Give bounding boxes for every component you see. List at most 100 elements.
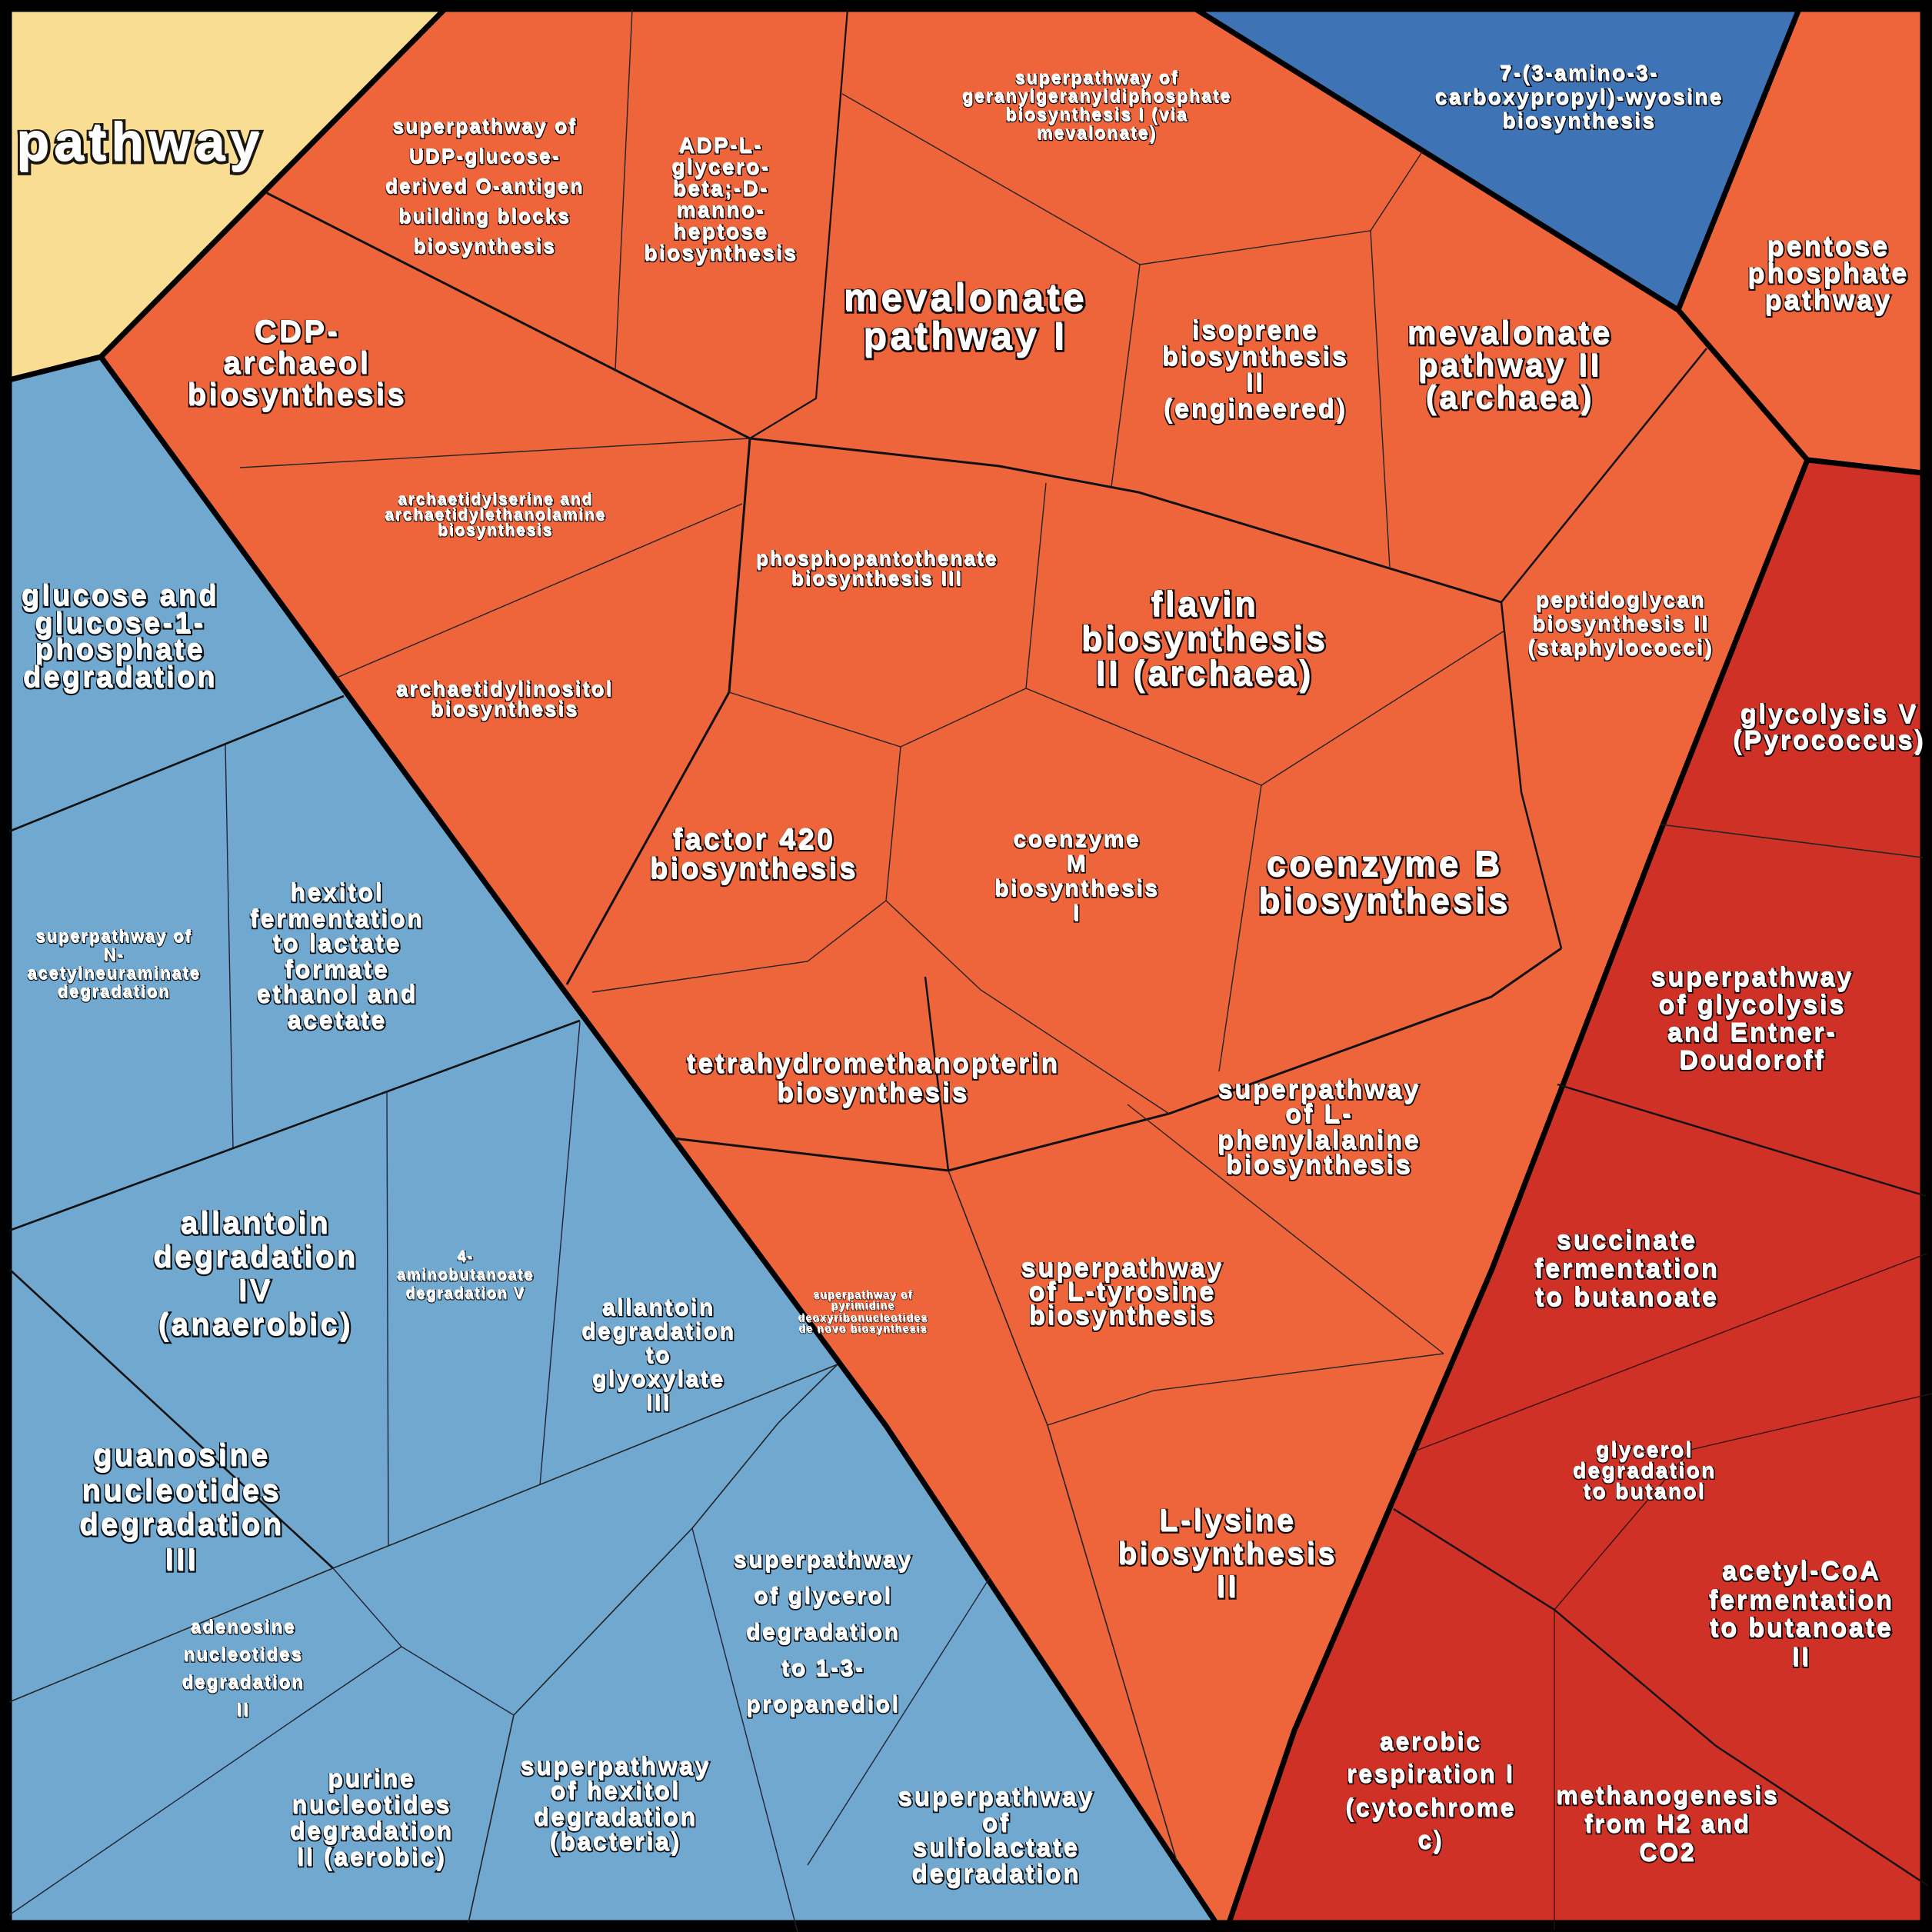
svg-text:degradation: degradation xyxy=(290,1816,454,1844)
svg-text:biosynthesis I (via: biosynthesis I (via xyxy=(1005,104,1188,124)
svg-text:IV: IV xyxy=(238,1274,273,1307)
svg-text:L-lysine: L-lysine xyxy=(1159,1504,1296,1537)
svg-text:biosynthesis: biosynthesis xyxy=(1030,1302,1217,1331)
svg-text:biosynthesis: biosynthesis xyxy=(438,523,554,541)
svg-text:(archaea): (archaea) xyxy=(1425,378,1594,415)
svg-text:degradation: degradation xyxy=(747,1621,901,1646)
svg-text:degradation: degradation xyxy=(58,981,171,1001)
svg-text:7-(3-amino-3-: 7-(3-amino-3- xyxy=(1500,60,1659,84)
svg-text:(bacteria): (bacteria) xyxy=(550,1828,681,1856)
svg-text:purine: purine xyxy=(328,1765,416,1793)
svg-text:coenzyme B: coenzyme B xyxy=(1266,843,1502,883)
svg-text:sulfolactate: sulfolactate xyxy=(913,1833,1080,1861)
svg-text:guanosine: guanosine xyxy=(94,1440,271,1474)
svg-text:I: I xyxy=(1073,900,1081,925)
svg-text:to butanoate: to butanoate xyxy=(1710,1614,1894,1644)
svg-text:nucleotides: nucleotides xyxy=(183,1644,302,1664)
svg-text:II: II xyxy=(1793,1644,1812,1673)
svg-text:biosynthesis: biosynthesis xyxy=(1226,1150,1413,1179)
svg-text:pathway: pathway xyxy=(17,112,265,172)
svg-text:nucleotides: nucleotides xyxy=(82,1475,282,1509)
svg-text:7-(3-amino-3-: 7-(3-amino-3- xyxy=(1501,62,1660,85)
svg-text:fermentation: fermentation xyxy=(250,904,424,931)
svg-text:aerobic: aerobic xyxy=(1381,1728,1483,1756)
svg-text:biosynthesis III: biosynthesis III xyxy=(791,568,963,591)
svg-text:degradation: degradation xyxy=(154,1241,358,1275)
svg-text:phosphate: phosphate xyxy=(1748,258,1910,290)
svg-text:biosynthesis: biosynthesis xyxy=(1029,1301,1216,1330)
svg-text:4-: 4- xyxy=(458,1249,474,1266)
svg-text:methanogenesis: methanogenesis xyxy=(1556,1780,1779,1808)
svg-text:allantoin: allantoin xyxy=(181,1208,331,1241)
svg-text:CO2: CO2 xyxy=(1640,1839,1697,1867)
svg-text:phenylalanine: phenylalanine xyxy=(1218,1127,1421,1156)
svg-text:from H2 and: from H2 and xyxy=(1584,1809,1750,1837)
svg-text:degradation: degradation xyxy=(58,983,172,1002)
svg-text:glucose and: glucose and xyxy=(22,579,219,611)
svg-text:(anaerobic): (anaerobic) xyxy=(158,1307,352,1341)
svg-text:superpathway: superpathway xyxy=(1021,1253,1223,1282)
svg-text:beta;-D-: beta;-D- xyxy=(674,177,770,201)
svg-text:superpathway: superpathway xyxy=(734,1547,913,1572)
svg-text:phosphopantothenate: phosphopantothenate xyxy=(757,548,999,571)
svg-text:archaeol: archaeol xyxy=(223,346,371,380)
svg-text:to butanoate: to butanoate xyxy=(1536,1284,1720,1313)
svg-text:II (aerobic): II (aerobic) xyxy=(297,1842,446,1870)
svg-text:pyrimidine: pyrimidine xyxy=(831,1299,895,1311)
svg-text:glycolysis V: glycolysis V xyxy=(1740,699,1917,728)
svg-text:biosynthesis: biosynthesis xyxy=(778,1078,970,1108)
svg-text:biosynthesis I (via: biosynthesis I (via xyxy=(1006,105,1188,125)
svg-text:biosynthesis III: biosynthesis III xyxy=(791,566,962,589)
svg-text:acetyl-CoA: acetyl-CoA xyxy=(1722,1556,1881,1585)
svg-text:coenzyme: coenzyme xyxy=(1013,826,1141,851)
svg-text:aminobutanoate: aminobutanoate xyxy=(397,1266,534,1283)
svg-text:superpathway of: superpathway of xyxy=(36,928,192,947)
svg-text:pathway: pathway xyxy=(1765,285,1893,317)
svg-text:heptose: heptose xyxy=(674,220,769,244)
svg-text:biosynthesis: biosynthesis xyxy=(994,875,1160,901)
svg-text:biosynthesis: biosynthesis xyxy=(1082,620,1329,659)
svg-text:propanediol: propanediol xyxy=(746,1691,900,1717)
svg-text:biosynthesis: biosynthesis xyxy=(1258,880,1511,920)
svg-text:degradation: degradation xyxy=(1574,1459,1717,1483)
svg-text:de novo biosynthesis: de novo biosynthesis xyxy=(798,1322,927,1334)
svg-text:pathway I: pathway I xyxy=(864,315,1068,358)
svg-text:allantoin: allantoin xyxy=(602,1294,715,1320)
svg-text:archaetidylethanolamine: archaetidylethanolamine xyxy=(385,506,606,524)
svg-text:degradation: degradation xyxy=(581,1318,735,1344)
svg-text:coenzyme B: coenzyme B xyxy=(1267,844,1503,884)
svg-text:flavin: flavin xyxy=(1151,585,1259,625)
svg-text:manno-: manno- xyxy=(676,197,765,221)
svg-text:degradation: degradation xyxy=(182,1673,305,1694)
svg-text:Doudoroff: Doudoroff xyxy=(1680,1047,1826,1076)
svg-text:degradation: degradation xyxy=(912,1860,1081,1889)
svg-text:pathway II: pathway II xyxy=(1418,348,1602,384)
svg-text:degradation V: degradation V xyxy=(406,1286,525,1303)
svg-text:degradation: degradation xyxy=(1573,1457,1717,1481)
svg-text:phenylalanine: phenylalanine xyxy=(1217,1125,1421,1154)
svg-text:to butanol: to butanol xyxy=(1583,1478,1705,1502)
svg-text:glucose-1-: glucose-1- xyxy=(35,608,206,641)
svg-text:(cytochrome: (cytochrome xyxy=(1346,1794,1517,1822)
svg-text:geranylgeranyldiphosphate: geranylgeranyldiphosphate xyxy=(962,85,1231,105)
svg-text:II: II xyxy=(1217,1571,1239,1605)
svg-text:biosynthesis: biosynthesis xyxy=(650,852,858,884)
svg-text:derived O-antigen: derived O-antigen xyxy=(386,175,585,198)
svg-text:pyrimidine: pyrimidine xyxy=(832,1301,896,1313)
svg-text:superpathway: superpathway xyxy=(898,1782,1094,1810)
svg-text:fermentation: fermentation xyxy=(1709,1585,1894,1614)
svg-text:aminobutanoate: aminobutanoate xyxy=(398,1267,535,1284)
svg-text:peptidoglycan: peptidoglycan xyxy=(1537,588,1707,612)
svg-text:pathway: pathway xyxy=(16,111,264,171)
svg-text:mevalonate: mevalonate xyxy=(1407,314,1612,350)
svg-text:biosynthesis: biosynthesis xyxy=(1259,881,1511,921)
svg-text:fermentation: fermentation xyxy=(1535,1255,1720,1284)
svg-text:of glycerol: of glycerol xyxy=(754,1583,892,1608)
svg-text:biosynthesis: biosynthesis xyxy=(777,1077,969,1107)
svg-text:degradation: degradation xyxy=(24,662,218,695)
svg-text:phosphopantothenate: phosphopantothenate xyxy=(756,546,998,569)
svg-text:acetate: acetate xyxy=(287,1005,386,1033)
svg-text:archaetidylinositol: archaetidylinositol xyxy=(397,678,614,701)
svg-text:biosynthesis: biosynthesis xyxy=(188,379,407,413)
svg-text:III: III xyxy=(165,1544,199,1578)
